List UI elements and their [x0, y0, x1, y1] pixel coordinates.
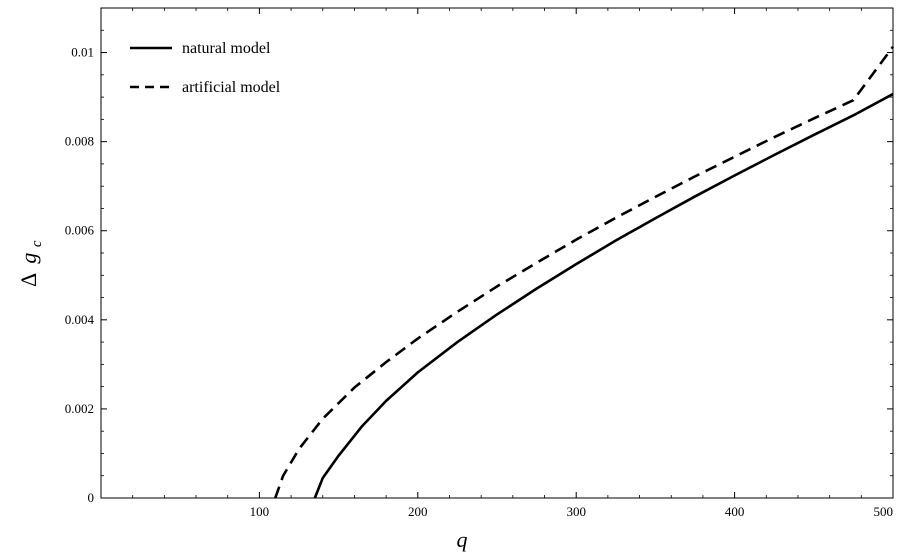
x-axis: 100 200 300 400 500	[132, 8, 894, 519]
legend-label-natural-model: natural model	[182, 40, 271, 57]
y-tick-label: 0.01	[71, 45, 94, 60]
legend: natural model artificial model	[130, 40, 281, 96]
y-tick-label: 0.006	[65, 223, 95, 238]
y-axis-label-symbol: Δ	[16, 273, 41, 287]
x-tick-label: 500	[874, 504, 894, 519]
y-axis: 0 0.002 0.004 0.006 0.008 0.01	[65, 29, 893, 505]
y-tick-label: 0	[88, 490, 95, 505]
legend-label-artificial-model: artificial model	[182, 79, 281, 96]
series-line-artificial-model	[274, 45, 895, 499]
y-tick-label: 0.002	[65, 401, 94, 416]
y-axis-label-subscript: c	[29, 240, 45, 247]
x-tick-label: 400	[725, 504, 745, 519]
y-tick-label: 0.008	[65, 134, 94, 149]
series-line-natural-model	[313, 92, 894, 499]
x-axis-label: q	[457, 527, 468, 552]
y-axis-label-variable: g	[16, 253, 41, 264]
y-tick-label: 0.004	[65, 312, 95, 327]
x-tick-label: 300	[566, 504, 586, 519]
series-layer	[274, 45, 895, 499]
svg-text:Δ g c: Δ g c	[16, 240, 45, 287]
x-tick-label: 200	[408, 504, 428, 519]
y-axis-label: Δ g c	[16, 240, 45, 287]
x-tick-label: 100	[250, 504, 270, 519]
